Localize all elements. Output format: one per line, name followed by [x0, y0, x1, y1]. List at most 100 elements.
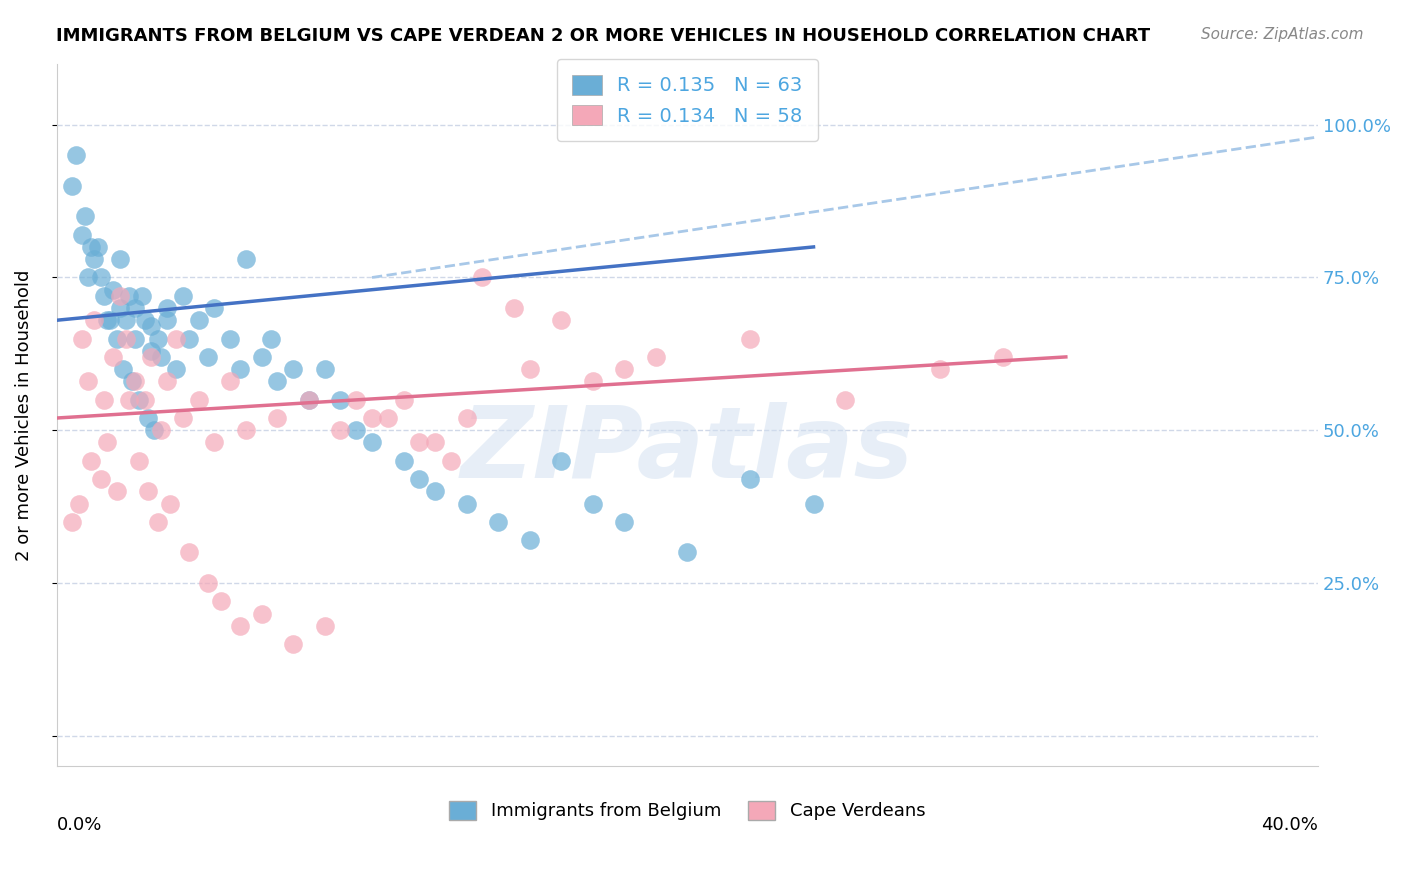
Point: [991, 350, 1014, 364]
Text: Source: ZipAtlas.com: Source: ZipAtlas.com: [1201, 27, 1364, 42]
Point: [423, 435, 446, 450]
Point: [156, 313, 179, 327]
Point: [550, 313, 572, 327]
Point: [105, 484, 128, 499]
Point: [146, 515, 169, 529]
Point: [118, 289, 141, 303]
Point: [86, 240, 108, 254]
Text: 40.0%: 40.0%: [1261, 815, 1319, 833]
Point: [156, 301, 179, 315]
Point: [166, 332, 188, 346]
Point: [219, 332, 242, 346]
Point: [456, 411, 478, 425]
Point: [83, 313, 105, 327]
Point: [440, 454, 463, 468]
Text: ZIPatlas: ZIPatlas: [461, 401, 914, 499]
Point: [124, 332, 146, 346]
Point: [134, 313, 156, 327]
Point: [550, 454, 572, 468]
Point: [111, 362, 134, 376]
Point: [519, 533, 541, 548]
Point: [90, 472, 112, 486]
Point: [146, 332, 169, 346]
Point: [250, 607, 273, 621]
Point: [250, 350, 273, 364]
Point: [519, 362, 541, 376]
Point: [128, 454, 150, 468]
Point: [149, 350, 172, 364]
Point: [235, 423, 257, 437]
Point: [77, 375, 100, 389]
Point: [159, 497, 181, 511]
Y-axis label: 2 or more Vehicles in Household: 2 or more Vehicles in Household: [15, 269, 32, 561]
Point: [77, 270, 100, 285]
Point: [329, 423, 352, 437]
Point: [115, 313, 138, 327]
Point: [361, 411, 384, 425]
Point: [105, 332, 128, 346]
Point: [197, 576, 219, 591]
Point: [392, 454, 415, 468]
Point: [197, 350, 219, 364]
Point: [486, 515, 509, 529]
Point: [103, 350, 125, 364]
Point: [177, 545, 200, 559]
Point: [166, 362, 188, 376]
Point: [83, 252, 105, 267]
Point: [834, 392, 856, 407]
Point: [202, 301, 225, 315]
Point: [134, 392, 156, 407]
Point: [228, 619, 250, 633]
Point: [503, 301, 526, 315]
Point: [582, 375, 605, 389]
Point: [329, 392, 352, 407]
Point: [408, 435, 430, 450]
Point: [124, 301, 146, 315]
Point: [73, 210, 96, 224]
Point: [136, 484, 159, 499]
Point: [115, 332, 138, 346]
Point: [136, 411, 159, 425]
Point: [260, 332, 283, 346]
Point: [80, 454, 103, 468]
Point: [70, 227, 93, 242]
Point: [96, 313, 118, 327]
Point: [128, 392, 150, 407]
Point: [740, 472, 762, 486]
Point: [456, 497, 478, 511]
Point: [281, 362, 304, 376]
Point: [471, 270, 494, 285]
Point: [60, 178, 83, 193]
Point: [103, 283, 125, 297]
Point: [67, 497, 90, 511]
Point: [281, 637, 304, 651]
Point: [298, 392, 321, 407]
Point: [928, 362, 950, 376]
Point: [65, 148, 87, 162]
Point: [141, 319, 163, 334]
Point: [266, 375, 288, 389]
Point: [172, 289, 194, 303]
Point: [108, 289, 131, 303]
Point: [141, 343, 163, 358]
Point: [377, 411, 399, 425]
Point: [423, 484, 446, 499]
Point: [172, 411, 194, 425]
Point: [209, 594, 232, 608]
Point: [392, 392, 415, 407]
Point: [70, 332, 93, 346]
Point: [187, 313, 209, 327]
Point: [96, 435, 118, 450]
Point: [60, 515, 83, 529]
Point: [314, 619, 336, 633]
Point: [613, 362, 636, 376]
Point: [219, 375, 242, 389]
Point: [98, 313, 121, 327]
Point: [613, 515, 636, 529]
Point: [124, 375, 146, 389]
Text: IMMIGRANTS FROM BELGIUM VS CAPE VERDEAN 2 OR MORE VEHICLES IN HOUSEHOLD CORRELAT: IMMIGRANTS FROM BELGIUM VS CAPE VERDEAN …: [56, 27, 1150, 45]
Point: [143, 423, 166, 437]
Point: [344, 423, 367, 437]
Point: [803, 497, 825, 511]
Point: [141, 350, 163, 364]
